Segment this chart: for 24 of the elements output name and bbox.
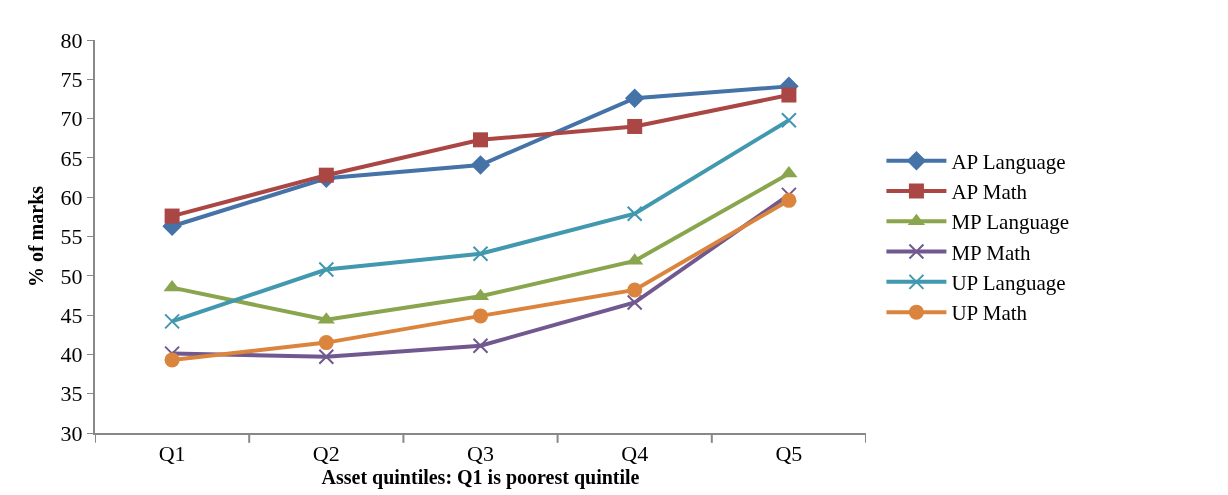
y-tick-label: 75: [60, 67, 83, 92]
legend-label: MP Language: [951, 210, 1070, 235]
x-tick-label: Q5: [775, 441, 803, 467]
legend-label: AP Language: [951, 149, 1066, 174]
y-tick-label: 55: [60, 224, 83, 250]
y-tick-label: 60: [60, 184, 83, 210]
y-axis-title: % of marks: [24, 185, 47, 288]
legend-label: AP Math: [951, 180, 1028, 205]
y-tick-label: 45: [60, 302, 83, 328]
x-tick-label: Q2: [312, 441, 340, 467]
x-tick-label: Q4: [621, 441, 649, 467]
x-tick-label: Q3: [467, 441, 494, 467]
legend-label: MP Math: [951, 240, 1032, 265]
legend-label: UP Language: [951, 271, 1066, 296]
y-tick-label: 50: [60, 263, 83, 289]
y-tick-label: 30: [60, 420, 83, 446]
legend-label: UP Math: [951, 301, 1028, 326]
y-tick-label: 80: [60, 27, 83, 53]
y-tick-label: 70: [60, 106, 83, 132]
x-axis-title: Asset quintiles: Q1 is poorest quintile: [321, 466, 640, 490]
x-tick-label: Q1: [158, 441, 186, 467]
y-tick-label: 35: [60, 381, 83, 407]
y-tick-label: 65: [60, 145, 83, 171]
y-tick-label: 40: [60, 342, 83, 368]
